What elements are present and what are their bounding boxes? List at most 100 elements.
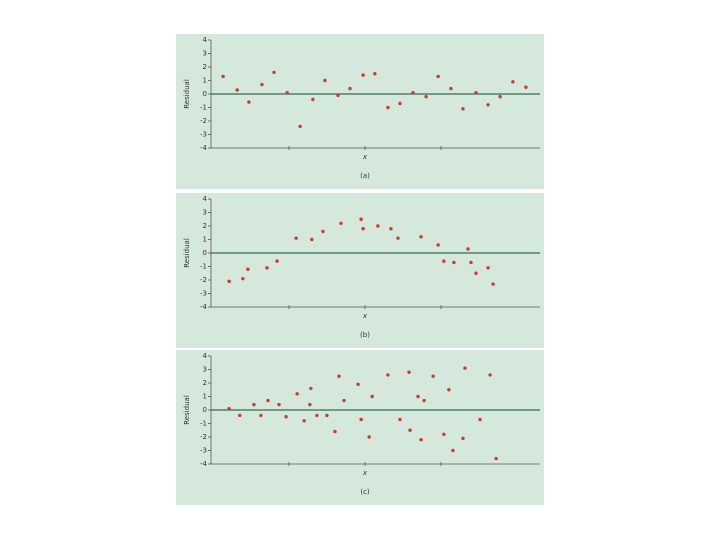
point <box>491 282 495 286</box>
panel-background <box>176 193 544 348</box>
point <box>311 97 315 102</box>
y-tick-label: 0 <box>203 249 207 257</box>
y-tick-label: -3 <box>200 131 207 139</box>
point <box>247 100 251 104</box>
y-tick-label: -1 <box>200 420 207 428</box>
point <box>227 406 231 411</box>
y-tick-label: 0 <box>203 406 207 414</box>
y-tick-label: -1 <box>200 104 207 112</box>
point <box>451 448 455 453</box>
point <box>359 417 363 422</box>
point <box>486 103 490 107</box>
point <box>315 413 319 418</box>
caption: (a) <box>360 172 370 180</box>
point <box>285 90 289 95</box>
point <box>419 235 423 239</box>
point <box>275 259 279 263</box>
y-tick-label: -2 <box>200 433 207 441</box>
y-tick-label: 3 <box>203 209 207 217</box>
point <box>376 224 380 228</box>
y-tick-label: 1 <box>203 77 207 85</box>
y-axis-label: Residual <box>183 79 191 109</box>
y-tick-label: 4 <box>203 195 208 203</box>
y-tick-label: -1 <box>200 263 207 271</box>
point <box>336 93 340 98</box>
y-tick-label: 2 <box>203 63 207 71</box>
point <box>284 415 288 419</box>
y-axis-label: Residual <box>183 395 191 425</box>
point <box>325 413 329 418</box>
point <box>367 435 371 439</box>
point <box>333 429 337 434</box>
point <box>295 392 299 396</box>
point <box>419 438 423 442</box>
x-axis-label: x <box>362 312 368 320</box>
point <box>396 236 400 240</box>
point <box>361 73 365 77</box>
point <box>436 243 440 247</box>
point <box>266 398 270 403</box>
point <box>235 88 239 92</box>
panel: -4 -3 -2 -1 0 1 2 3 4 Residual x (c) <box>176 350 544 505</box>
y-tick-label: -4 <box>200 144 208 152</box>
y-tick-label: 4 <box>203 36 208 44</box>
point <box>408 428 412 432</box>
point <box>337 374 341 378</box>
panel: -4 -3 -2 -1 0 1 2 3 4 Residual x (a) <box>176 34 544 189</box>
point <box>310 237 314 242</box>
point <box>259 413 263 418</box>
point <box>398 101 402 106</box>
y-tick-label: 4 <box>203 352 208 360</box>
point <box>411 90 415 95</box>
point <box>277 402 281 407</box>
y-tick-label: -3 <box>200 447 207 455</box>
y-tick-label: -2 <box>200 117 207 125</box>
point <box>265 266 269 270</box>
point <box>356 382 360 387</box>
point <box>436 74 440 79</box>
point <box>442 259 446 263</box>
panel: -4 -3 -2 -1 0 1 2 3 4 Residual x (b) <box>176 193 544 348</box>
point <box>361 227 365 231</box>
caption: (c) <box>360 488 370 496</box>
y-tick-label: 3 <box>203 50 207 58</box>
point <box>442 432 446 436</box>
point <box>238 413 242 418</box>
point <box>359 217 363 221</box>
y-tick-label: -4 <box>200 460 208 468</box>
point <box>416 394 420 399</box>
point <box>298 124 302 129</box>
y-tick-label: 2 <box>203 379 207 387</box>
point <box>227 279 231 284</box>
x-axis-label: x <box>362 469 368 477</box>
panel-background <box>176 350 544 505</box>
point <box>373 72 377 76</box>
y-tick-label: 0 <box>203 90 207 98</box>
point <box>386 105 390 110</box>
y-tick-label: 1 <box>203 236 207 244</box>
y-axis-label: Residual <box>183 238 191 268</box>
point <box>294 236 298 240</box>
point <box>246 267 250 271</box>
x-axis-label: x <box>362 153 368 161</box>
point <box>308 402 312 407</box>
point <box>323 78 327 83</box>
point <box>302 419 306 423</box>
y-tick-label: -3 <box>200 290 207 298</box>
y-tick-label: 3 <box>203 366 207 374</box>
y-tick-label: -4 <box>200 303 208 311</box>
panel-background <box>176 34 544 189</box>
point <box>524 85 528 89</box>
point <box>309 386 313 391</box>
point <box>241 276 245 281</box>
point <box>348 86 352 91</box>
y-tick-label: 1 <box>203 393 207 401</box>
point <box>486 266 490 270</box>
point <box>407 370 411 374</box>
point <box>461 436 465 441</box>
point <box>494 456 498 461</box>
point <box>424 95 428 99</box>
point <box>252 402 256 407</box>
